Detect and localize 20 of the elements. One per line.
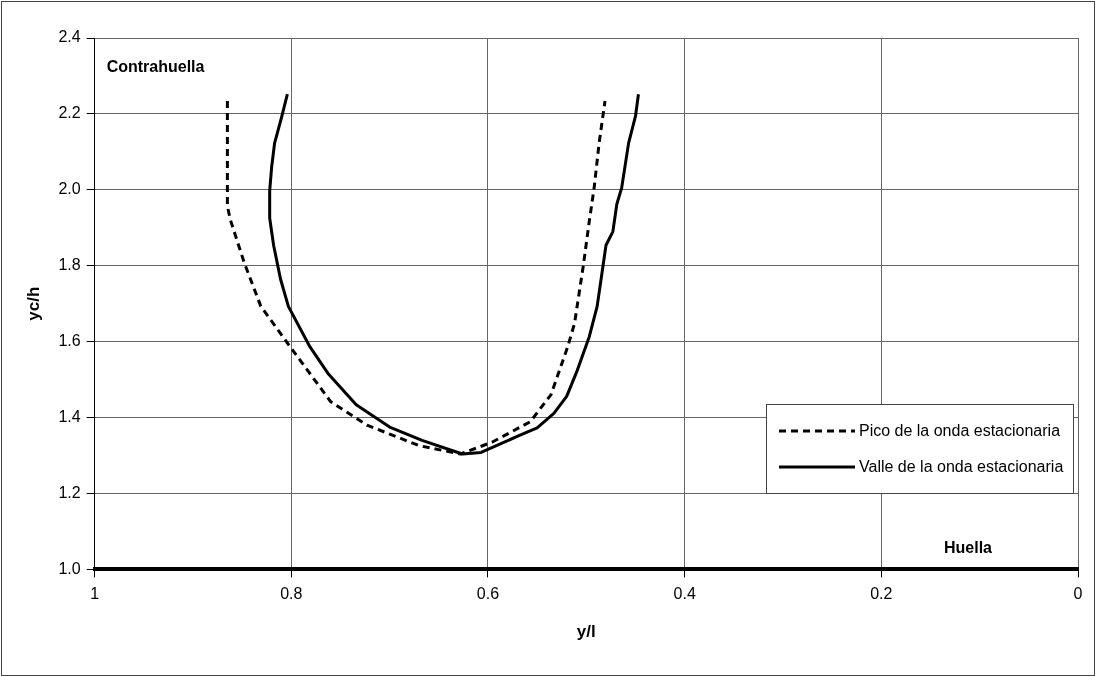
x-tick-label: 0.6 [476,585,500,603]
x-tick-label: 0 [1073,585,1083,603]
x-tick-label: 0.8 [280,585,303,603]
y-tick-label: 1.0 [58,559,81,577]
x-axis-title: y/l [576,622,596,642]
y-axis-title: yc/h [23,286,43,321]
annotation: Huella [944,539,993,558]
y-tick-label: 1.2 [58,483,81,501]
y-tick-label: 1.8 [58,256,81,274]
legend-label: Pico de la onda estacionaria [859,422,1061,441]
x-tick-label: 0.4 [673,585,696,603]
y-tick-label: 1.4 [58,407,81,425]
annotation: Contrahuella [106,58,205,76]
y-tick-label: 2.2 [58,104,81,122]
x-tick-label: 1 [90,585,100,603]
y-tick-label: 1.6 [58,332,81,350]
y-tick-label: 2.4 [58,28,81,46]
legend-label: Valle de la onda estacionaria [859,458,1064,477]
x-tick-label: 0.2 [870,585,893,603]
y-tick-label: 2.0 [58,180,81,198]
